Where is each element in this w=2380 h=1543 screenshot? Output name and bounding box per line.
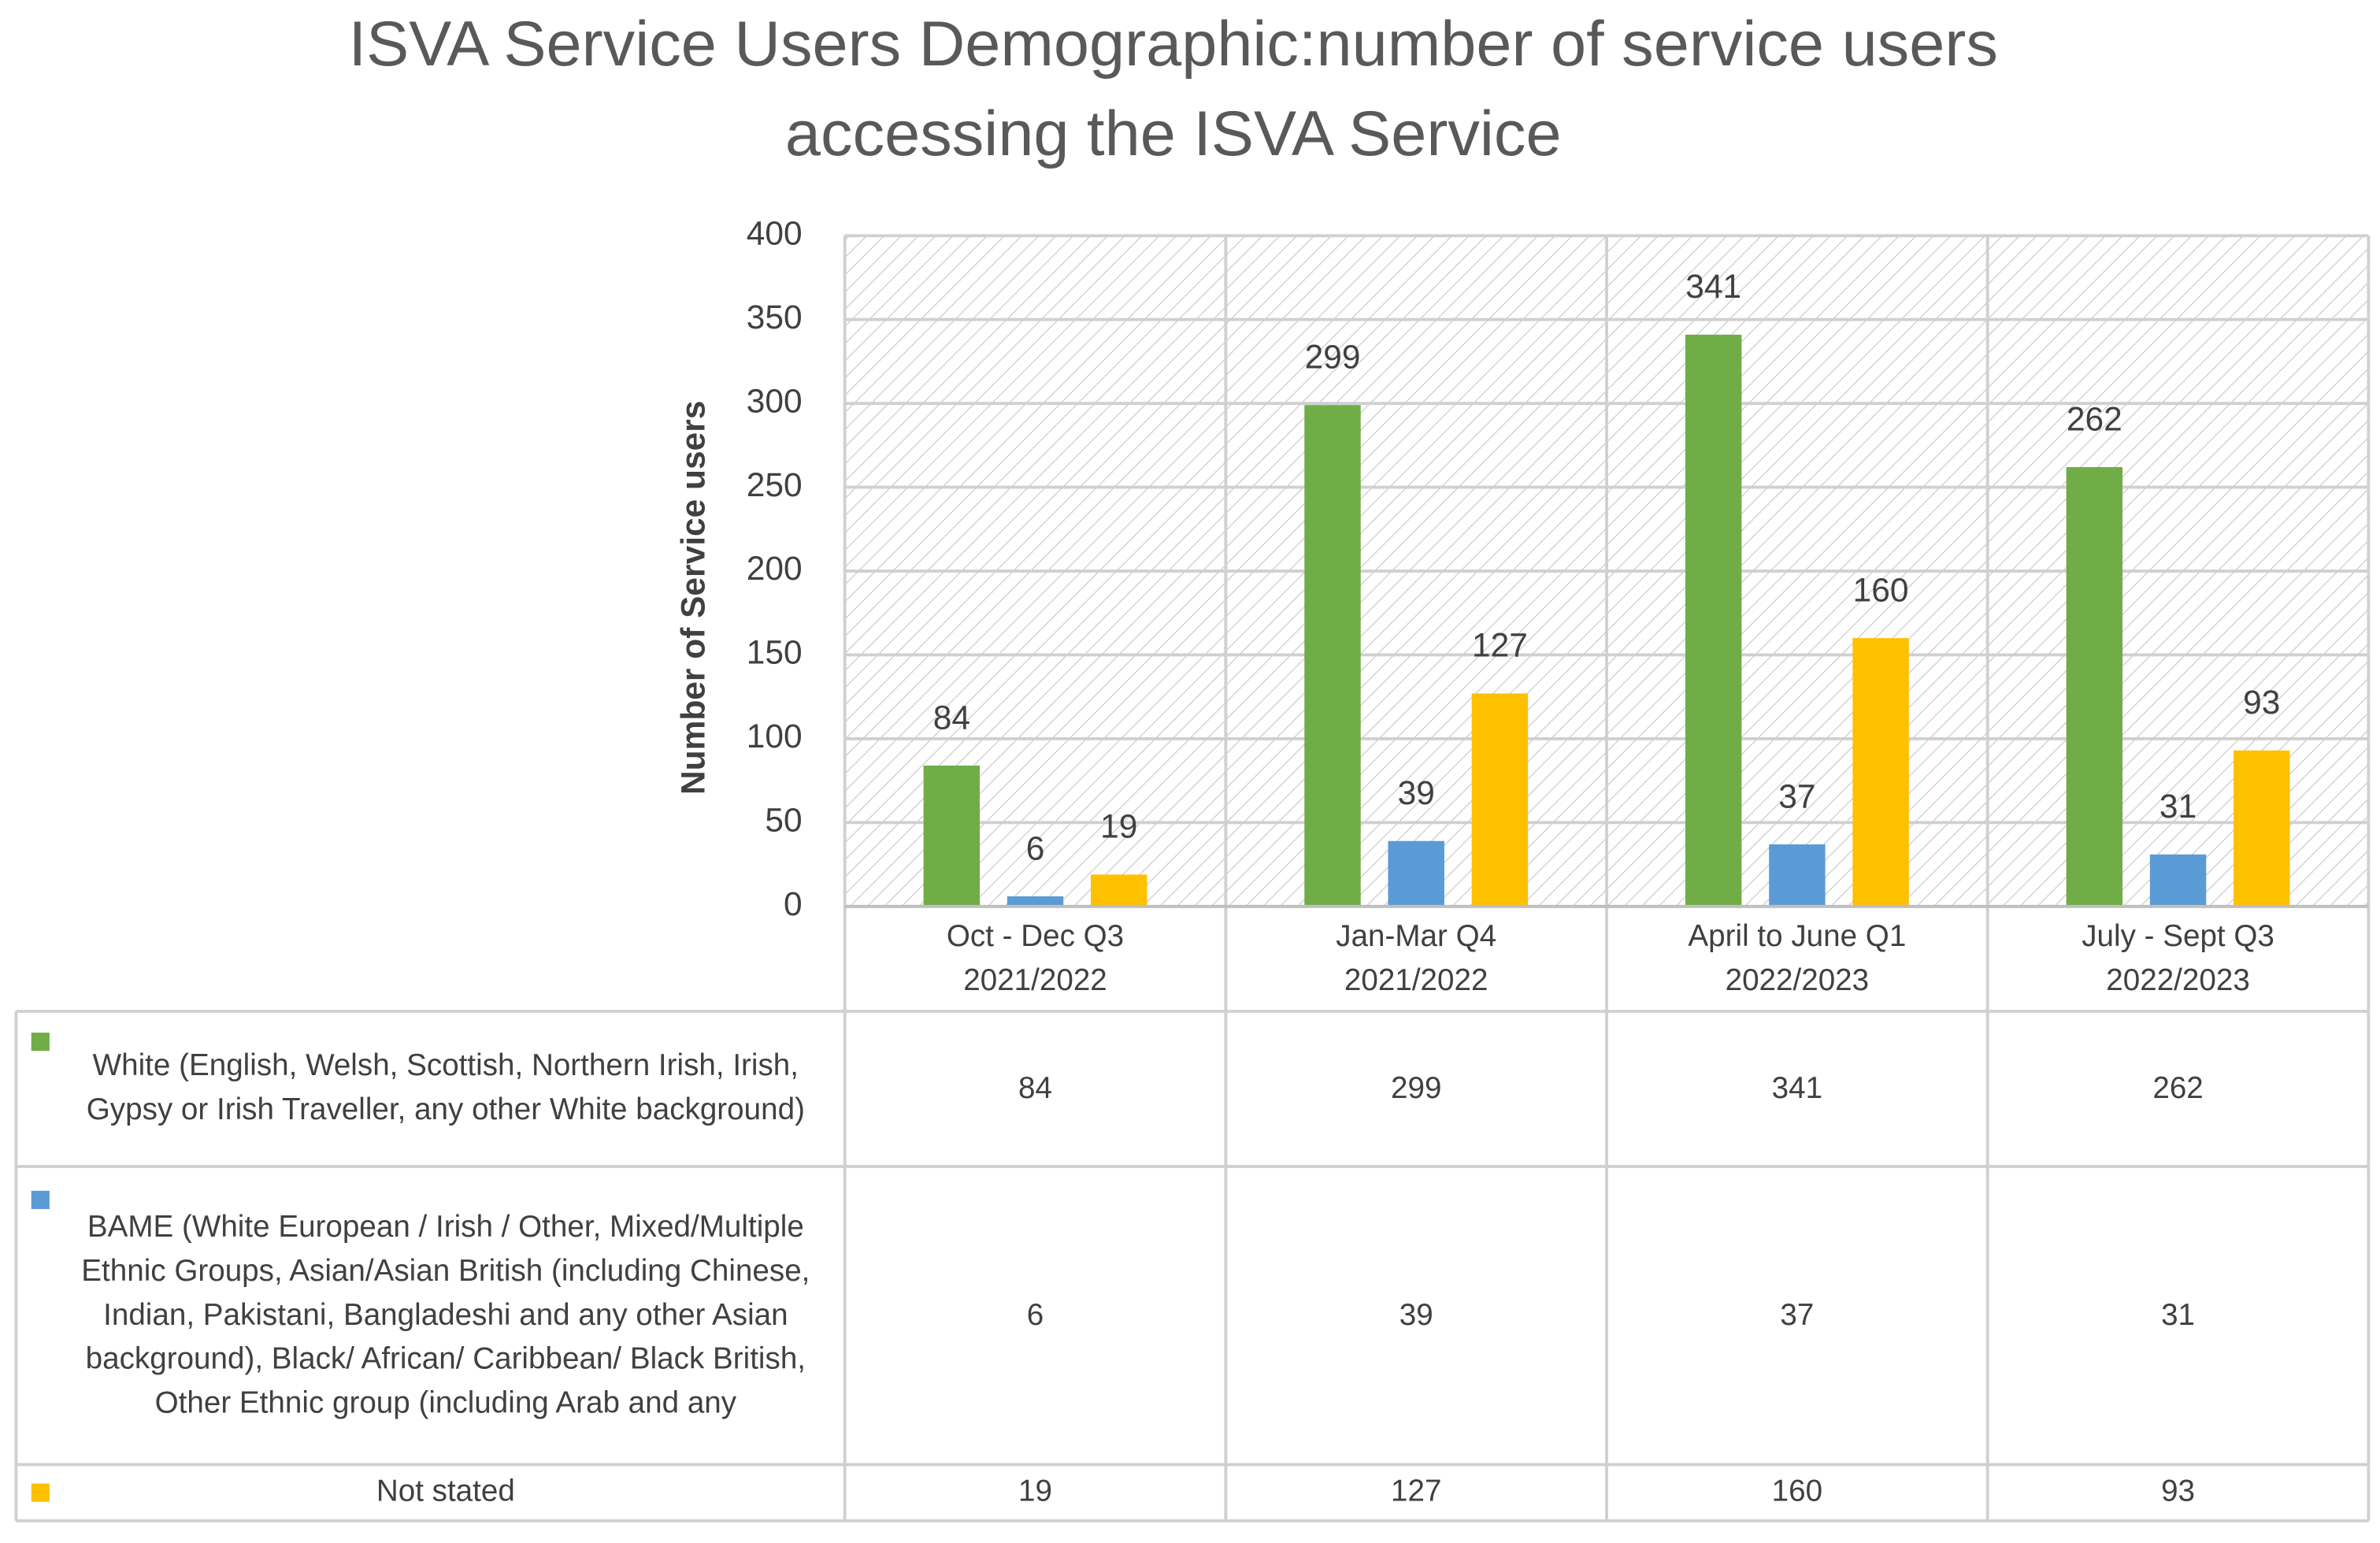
y-tick-label: 50 [765,802,802,839]
bar [2149,854,2207,907]
y-tick-label: 400 [747,214,803,251]
x-tick-label-text: Oct - Dec Q3 2021/2022 [946,919,1125,997]
table-value: 84 [845,1011,1226,1167]
table-value-box: 19 [845,1464,1226,1520]
table-value: 6 [845,1167,1226,1464]
data-label: 6 [1026,829,1045,866]
x-tick-label: April to June Q1 2022/2023 [1607,907,1988,1011]
table-value-box: 127 [1225,1464,1607,1520]
x-tick-label-text: April to June Q1 2022/2023 [1688,919,1907,997]
bar [2066,467,2123,907]
legend-entry: Not stated [16,1464,844,1520]
table-value-text: 299 [1390,1071,1442,1105]
table-value-text: 37 [1780,1297,1815,1332]
data-label: 299 [1305,339,1361,376]
x-tick-label-box: April to June Q1 2022/2023 [1607,907,1988,1011]
x-tick-label-text: Jan-Mar Q4 2021/2022 [1336,919,1497,997]
y-tick-label: 300 [747,382,803,419]
table-value-text: 84 [1018,1071,1053,1105]
y-tick-label: 250 [747,466,803,503]
table-value: 39 [1225,1167,1607,1464]
chart-title: ISVA Service Users Demographic:number of… [348,7,1998,169]
table-value-box: 93 [1988,1464,2369,1520]
table-value-box: 160 [1607,1464,1988,1520]
table-value-text: 19 [1018,1474,1053,1509]
data-label: 37 [1778,777,1815,814]
x-tick-label-box: July - Sept Q3 2022/2023 [1988,907,2369,1011]
table-value: 31 [1988,1167,2369,1464]
x-tick-label: Oct - Dec Q3 2021/2022 [845,907,1226,1011]
bar [1685,334,1742,907]
table-value-text: 160 [1771,1474,1823,1509]
legend-entry: BAME (White European / Irish / Other, Mi… [16,1167,844,1464]
table-value: 93 [1988,1464,2369,1520]
plot-area: 0 50 100 150 200 250 300 350 400 Oct - Dec Q3 202… [14,214,2371,1523]
legend-swatch [31,1190,50,1210]
y-tick-label: 100 [747,718,803,755]
table-value-box: 39 [1225,1167,1607,1464]
y-tick-label: 150 [747,634,803,671]
data-label: 31 [2159,788,2196,825]
table-value: 37 [1607,1167,1988,1464]
table-value-box: 6 [845,1167,1226,1464]
legend-entry-text: BAME (White European / Irish / Other, Mi… [81,1209,810,1420]
bar [923,765,981,907]
bar [1852,638,1909,907]
legend-entry-text: White (English, Welsh, Scottish, Norther… [86,1049,805,1127]
legend-entry: White (English, Welsh, Scottish, Norther… [16,1011,844,1167]
table-value: 160 [1607,1464,1988,1520]
y-tick-label: 200 [747,550,803,587]
table-value-text: 262 [2152,1071,2204,1105]
table-value-box: 37 [1607,1167,1988,1464]
table-value-text: 6 [1026,1297,1044,1332]
data-label: 341 [1685,268,1741,305]
y-tick-label: 350 [747,299,803,336]
bar [1006,896,1064,907]
data-label: 19 [1100,808,1137,845]
data-label: 160 [1853,571,1909,608]
legend-swatch [31,1483,50,1502]
table-value-box: 84 [845,1011,1226,1167]
bar [1388,840,1444,907]
table-value-box: 262 [1988,1011,2369,1167]
data-label: 84 [933,699,970,736]
title-box: ISVA Service Users Demographic:number of… [348,7,1998,169]
table-value-box: 31 [1988,1167,2369,1464]
table-value: 127 [1225,1464,1607,1520]
table-value-box: 299 [1225,1011,1607,1167]
x-tick-label-box: Jan-Mar Q4 2021/2022 [1225,907,1607,1011]
x-tick-label-text: July - Sept Q3 2022/2023 [2082,919,2274,997]
legend-entry-box: Not stated [16,1464,844,1520]
x-tick-label: July - Sept Q3 2022/2023 [1988,907,2369,1011]
table-value: 341 [1607,1011,1988,1167]
bar [1769,844,1826,907]
bar [1471,693,1529,907]
y-tick-label: 0 [784,885,803,922]
legend-entry-box: BAME (White European / Irish / Other, Mi… [16,1167,844,1464]
data-label: 93 [2243,684,2280,721]
table-value-text: 39 [1399,1297,1433,1332]
table-value: 262 [1988,1011,2369,1167]
data-label: 262 [2067,400,2122,437]
table-value: 299 [1225,1011,1607,1167]
legend-entry-text: Not stated [376,1474,515,1509]
y-axis-label: Number of Service users [675,401,712,795]
data-label: 127 [1472,627,1528,664]
table-value-text: 31 [2161,1297,2196,1332]
data-label: 39 [1398,774,1435,811]
bar [1091,874,1147,907]
table-value-box: 341 [1607,1011,1988,1167]
table-value-text: 93 [2161,1474,2196,1509]
legend-swatch [31,1033,50,1052]
bar [2234,750,2290,907]
legend-entry-box: White (English, Welsh, Scottish, Norther… [16,1011,844,1167]
table-value-text: 341 [1771,1071,1823,1105]
table-value-text: 127 [1390,1474,1442,1509]
bar [1304,405,1361,907]
x-tick-label: Jan-Mar Q4 2021/2022 [1225,907,1607,1011]
x-tick-label-box: Oct - Dec Q3 2021/2022 [845,907,1226,1011]
table-value: 19 [845,1464,1226,1520]
